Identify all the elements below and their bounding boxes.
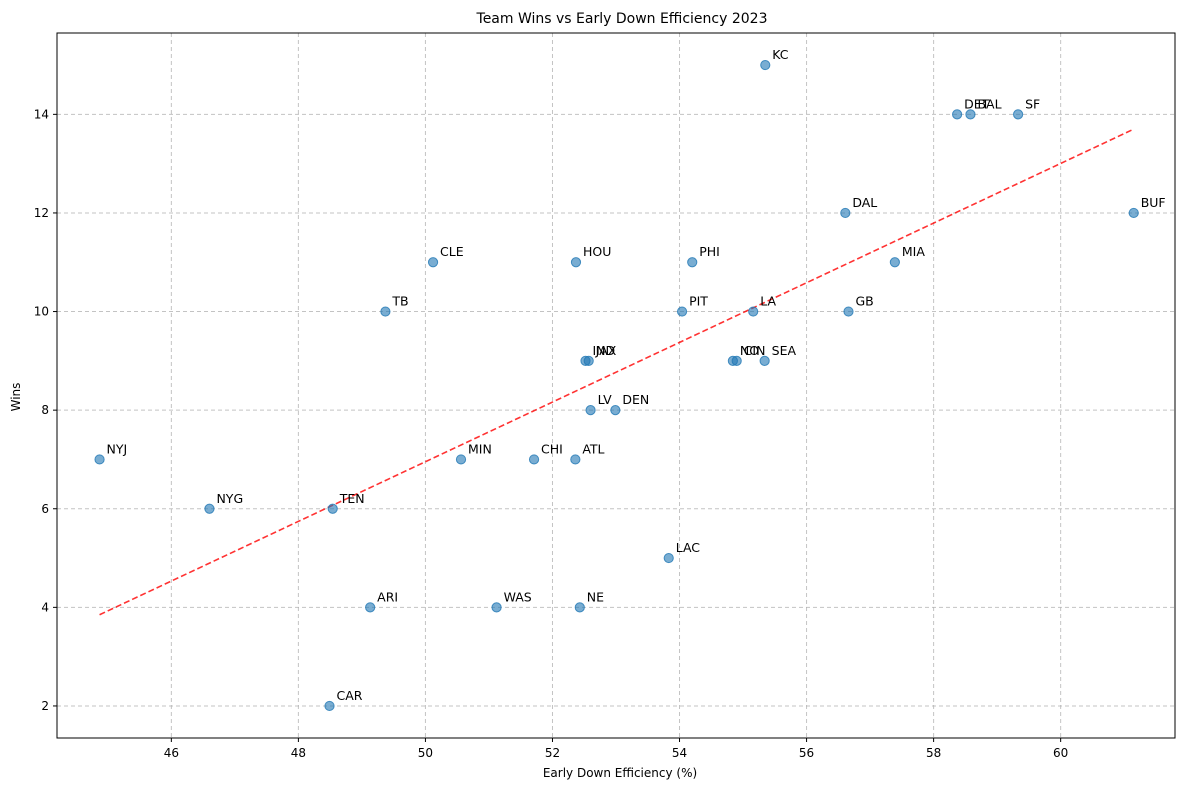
point-label-phi: PHI <box>699 244 720 259</box>
point-label-dal: DAL <box>852 195 877 210</box>
data-point-phi <box>687 257 698 268</box>
y-tick-label: 12 <box>34 206 49 220</box>
point-label-nyj: NYJ <box>107 441 128 456</box>
data-point-was <box>491 602 502 613</box>
point-label-la: LA <box>760 294 776 309</box>
data-point-ten <box>327 503 338 514</box>
point-label-buf: BUF <box>1141 195 1166 210</box>
point-label-chi: CHI <box>541 441 563 456</box>
data-point-ari <box>365 602 376 613</box>
data-point-kc <box>760 59 771 71</box>
data-point-den <box>610 405 621 416</box>
x-tick-label: 50 <box>418 746 433 760</box>
data-point-nyg <box>204 503 215 514</box>
y-tick-label: 14 <box>34 107 49 121</box>
point-label-den: DEN <box>622 392 649 407</box>
y-tick-label: 8 <box>41 403 49 417</box>
x-tick-label: 46 <box>164 746 179 760</box>
trend-line-group <box>99 128 1135 616</box>
point-label-mia: MIA <box>902 244 925 259</box>
point-label-ari: ARI <box>377 589 398 604</box>
y-axis-label: Wins <box>9 383 23 412</box>
point-label-lv: LV <box>598 392 613 407</box>
data-point-sf <box>1012 109 1024 120</box>
y-tick-label: 10 <box>34 305 49 319</box>
point-label-bal: BAL <box>977 96 1001 111</box>
point-label-min: MIN <box>468 441 492 456</box>
x-tick-label: 54 <box>672 746 687 760</box>
point-label-hou: HOU <box>583 244 611 259</box>
point-label-ne: NE <box>587 589 604 604</box>
point-label-sf: SF <box>1025 96 1040 111</box>
data-point-buf <box>1128 207 1139 219</box>
y-tick-label: 6 <box>41 502 49 516</box>
data-point-min <box>455 454 467 465</box>
point-label-was: WAS <box>504 589 532 604</box>
point-label-car: CAR <box>337 688 363 703</box>
point-label-nyg: NYG <box>216 491 243 506</box>
data-point-car <box>324 700 335 712</box>
point-label-atl: ATL <box>582 441 604 456</box>
data-point-gb <box>843 306 854 317</box>
point-label-jax: JAX <box>595 343 617 358</box>
point-label-gb: GB <box>855 294 873 309</box>
data-point-cin <box>731 355 742 366</box>
x-tick-label: 48 <box>291 746 306 760</box>
data-point-lac <box>663 552 674 564</box>
point-label-cin: CIN <box>744 343 766 358</box>
point-label-tb: TB <box>391 294 408 309</box>
y-tick-label: 4 <box>41 600 49 614</box>
point-label-lac: LAC <box>676 540 701 555</box>
data-points <box>94 59 1139 712</box>
grid <box>57 33 1175 738</box>
data-point-cle <box>427 257 439 268</box>
point-label-det: DET <box>964 96 990 111</box>
data-point-hou <box>570 257 582 268</box>
chart-title: Team Wins vs Early Down Efficiency 2023 <box>476 11 768 27</box>
y-tick-label: 2 <box>41 699 49 713</box>
data-point-pit <box>676 306 688 317</box>
x-tick-label: 58 <box>926 746 941 760</box>
x-tick-label: 52 <box>545 746 560 760</box>
point-label-kc: KC <box>772 47 789 62</box>
point-label-ind: IND <box>593 343 616 358</box>
point-label-ten: TEN <box>339 491 365 506</box>
point-label-no: NO <box>740 343 759 358</box>
point-label-pit: PIT <box>689 294 708 309</box>
data-point-bal <box>965 109 976 120</box>
point-label-sea: SEA <box>772 343 797 358</box>
data-point-lv <box>585 405 596 416</box>
x-tick-label: 60 <box>1053 746 1068 760</box>
data-point-mia <box>889 257 900 268</box>
data-point-la <box>748 306 759 317</box>
data-point-dal <box>840 207 851 219</box>
data-point-jax <box>583 355 594 366</box>
plot-frame <box>56 32 1176 739</box>
data-point-nyj <box>94 454 105 465</box>
trend-line <box>99 128 1135 616</box>
data-point-det <box>952 109 963 120</box>
data-point-atl <box>570 454 581 465</box>
x-axis-label: Early Down Efficiency (%) <box>543 766 697 780</box>
data-point-sea <box>759 355 770 366</box>
point-label-cle: CLE <box>440 244 464 259</box>
data-point-chi <box>528 454 540 465</box>
x-tick-label: 56 <box>799 746 814 760</box>
data-point-ne <box>574 602 585 613</box>
data-point-tb <box>380 306 391 317</box>
